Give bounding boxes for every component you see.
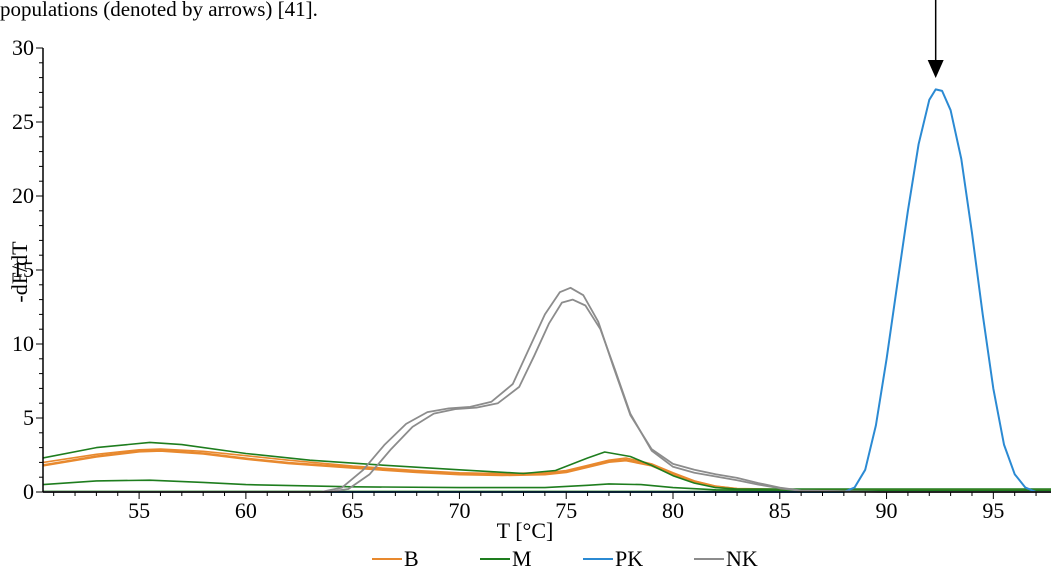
series-line-m-3 (43, 479, 1051, 492)
y-tick-label: 25 (12, 109, 34, 134)
series-line-nk-6 (43, 286, 1051, 493)
series-line-pk-5 (43, 88, 1051, 493)
x-tick-label: 95 (982, 498, 1004, 523)
y-tick-label: 5 (23, 405, 34, 430)
annotation-arrow (927, 0, 944, 78)
x-tick-label: 60 (235, 498, 257, 523)
y-tick-label: 30 (12, 35, 34, 60)
x-tick-label: 65 (342, 498, 364, 523)
series-line-nk-7 (43, 298, 1051, 493)
x-tick-label: 80 (662, 498, 684, 523)
y-tick-label: 20 (12, 183, 34, 208)
legend-label-pk: PK (615, 546, 643, 571)
x-tick-label: 75 (555, 498, 577, 523)
arrow-head (927, 60, 944, 78)
y-tick-label: 0 (23, 479, 34, 504)
legend: B M PK NK (372, 546, 758, 571)
y-tick-label: 15 (12, 257, 34, 282)
y-axis-ticks: 0 5 10 15 20 25 30 (12, 35, 43, 504)
figure-caption-fragment: populations (denoted by arrows) [41]. (0, 0, 318, 21)
series-line-b-1 (43, 448, 1051, 491)
x-tick-label: 70 (448, 498, 470, 523)
x-axis-title: T [°C] (497, 518, 554, 543)
legend-label-b: B (404, 546, 419, 571)
legend-label-m: M (512, 546, 532, 571)
series-line-b-0 (43, 449, 1051, 492)
x-tick-label: 55 (128, 498, 150, 523)
legend-label-nk: NK (726, 546, 758, 571)
x-tick-label: 85 (769, 498, 791, 523)
y-axis-title: -dF/dT (7, 241, 32, 303)
series-line-m-2 (43, 441, 1051, 490)
x-tick-label: 90 (876, 498, 898, 523)
x-axis-ticks: 55 60 65 70 75 80 85 90 95 (53, 492, 1037, 523)
series-layer (43, 88, 1051, 493)
y-tick-label: 10 (12, 331, 34, 356)
